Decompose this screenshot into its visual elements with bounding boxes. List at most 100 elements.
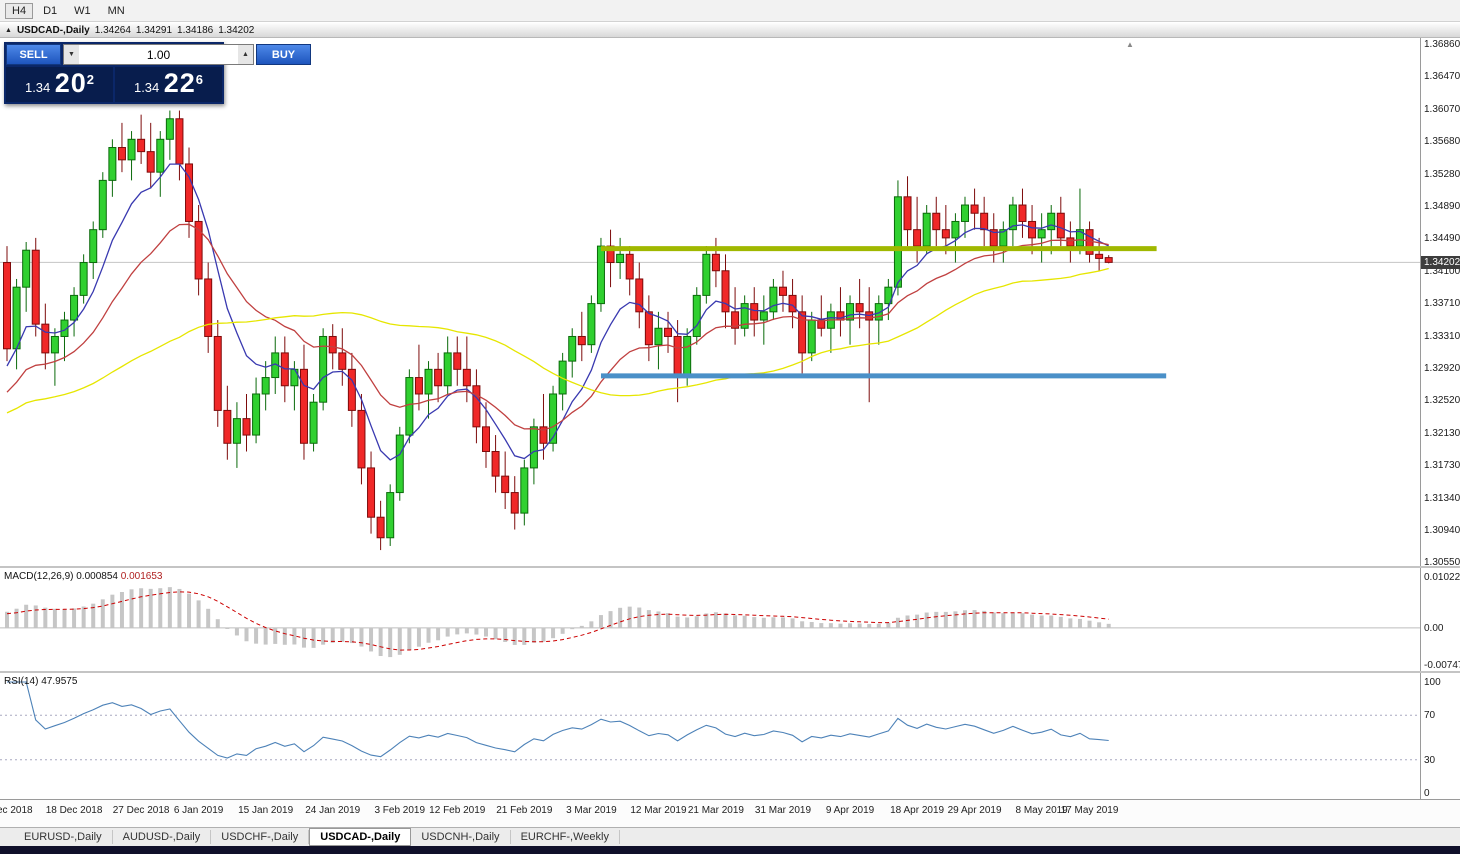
rsi-indicator-label: RSI(14) 47.9575 <box>4 676 77 687</box>
date-axis-label: 9 Apr 2019 <box>825 805 875 816</box>
date-axis-label: 21 Mar 2019 <box>687 805 744 816</box>
ohlc-open: 1.34264 <box>94 24 131 36</box>
collapse-arrow-icon[interactable]: ▲ <box>5 26 12 34</box>
macd-axis-label: 0.010229 <box>1424 572 1460 583</box>
date-axis-label: 18 Apr 2019 <box>890 805 945 816</box>
date-axis-label: 9 Dec 2018 <box>0 805 33 816</box>
price-axis-label: 1.33310 <box>1424 330 1460 342</box>
volume-decrease-icon[interactable]: ▼ <box>64 45 79 64</box>
volume-increase-icon[interactable]: ▲ <box>238 45 253 64</box>
price-axis-label: 1.36070 <box>1424 103 1460 115</box>
price-axis-label: 1.36470 <box>1424 71 1460 83</box>
price-axis-label: 1.35280 <box>1424 168 1460 180</box>
rsi-canvas[interactable] <box>0 674 1420 799</box>
macd-axis-label: -0.007477 <box>1424 660 1460 671</box>
buy-price-base: 1.34 <box>133 80 160 95</box>
buy-price-pips: 22 <box>163 68 196 98</box>
rsi-line <box>7 681 1109 759</box>
price-axis-label: 1.32520 <box>1424 395 1460 407</box>
rsi-value: 47.9575 <box>41 676 78 687</box>
date-axis-label: 3 Feb 2019 <box>374 805 426 816</box>
date-axis-label: 8 May 2019 <box>1015 805 1068 816</box>
date-axis-label: 31 Mar 2019 <box>754 805 812 816</box>
chart-shift-marker-icon[interactable]: ▲ <box>1126 40 1134 49</box>
ma-mid-line <box>6 223 1109 431</box>
price-axis-label: 1.34490 <box>1424 233 1460 245</box>
one-click-trading-panel: SELL ▼ ▲ BUY 1.34 202 1.34 226 <box>4 42 311 104</box>
rsi-title: RSI(14) <box>4 676 39 687</box>
volume-input[interactable] <box>79 45 238 64</box>
rsi-axis-label: 0 <box>1424 788 1430 799</box>
macd-axis-label: 0.00 <box>1424 622 1444 634</box>
price-axis-label: 1.31340 <box>1424 492 1460 504</box>
timeframe-h4[interactable]: H4 <box>5 2 34 19</box>
status-bar <box>0 846 1460 854</box>
date-axis-label: 12 Feb 2019 <box>429 805 486 816</box>
price-axis-label: 1.36860 <box>1424 39 1460 50</box>
rsi-pane-splitter[interactable] <box>0 671 1460 673</box>
price-axis-label: 1.33710 <box>1424 298 1460 310</box>
volume-control: ▼ ▲ <box>63 44 254 65</box>
date-axis-label: 3 Mar 2019 <box>566 805 617 816</box>
chart-symbol-title: USDCAD-,Daily <box>16 24 90 36</box>
chart-title-bar[interactable]: ▲ USDCAD-,Daily 1.34264 1.34291 1.34186 … <box>0 23 1460 38</box>
date-axis-label: 15 Jan 2019 <box>238 805 294 816</box>
macd-value-2: 0.001653 <box>120 571 163 582</box>
date-axis-label: 12 Mar 2019 <box>630 805 687 816</box>
price-axis-label: 1.30550 <box>1424 557 1460 569</box>
macd-canvas[interactable] <box>0 569 1420 671</box>
chart-tab-usdchf[interactable]: USDCHF-,Daily <box>211 830 310 844</box>
candles-group <box>3 110 1113 551</box>
macd-pane-splitter[interactable] <box>0 566 1460 568</box>
macd-value-1: 0.000854 <box>76 571 118 582</box>
ohlc-high: 1.34291 <box>135 24 173 36</box>
rsi-axis-label: 70 <box>1424 710 1436 722</box>
macd-indicator-label: MACD(12,26,9) 0.000854 0.001653 <box>4 571 162 582</box>
price-axis-border <box>1420 38 1421 800</box>
sell-price-fraction: 2 <box>86 71 95 87</box>
price-axis-label: 1.34100 <box>1424 265 1460 277</box>
sell-button[interactable]: SELL <box>6 44 61 65</box>
sell-price-display[interactable]: 1.34 202 <box>6 67 113 102</box>
chart-tab-eurchf[interactable]: EURCHF-,Weekly <box>511 830 620 844</box>
timeframe-mn[interactable]: MN <box>101 3 132 19</box>
price-axis-label: 1.31730 <box>1424 460 1460 472</box>
ohlc-close: 1.34202 <box>218 24 255 36</box>
chart-tab-eurusd[interactable]: EURUSD-,Daily <box>14 830 113 844</box>
timeframe-w1[interactable]: W1 <box>67 3 98 19</box>
ohlc-low: 1.34186 <box>177 24 214 36</box>
date-axis-label: 21 Feb 2019 <box>496 805 553 816</box>
buy-price-fraction: 6 <box>195 71 204 87</box>
buy-button[interactable]: BUY <box>256 44 311 65</box>
date-axis[interactable] <box>0 800 1460 827</box>
buy-price-display[interactable]: 1.34 226 <box>115 67 222 102</box>
macd-histogram <box>5 587 1111 658</box>
date-axis-label: 27 Dec 2018 <box>112 805 170 816</box>
date-axis-label: 18 Dec 2018 <box>45 805 103 816</box>
price-axis-label: 1.30940 <box>1424 525 1460 536</box>
date-axis-label: 29 Apr 2019 <box>947 805 1002 816</box>
ma-fast-line <box>6 163 1109 461</box>
price-chart-canvas[interactable] <box>0 38 1420 566</box>
macd-title: MACD(12,26,9) <box>4 571 74 582</box>
macd-signal-line <box>6 591 1109 651</box>
timeframe-d1[interactable]: D1 <box>36 3 64 19</box>
price-axis-label: 1.34890 <box>1424 201 1460 212</box>
rsi-axis-label: 30 <box>1424 754 1436 766</box>
date-axis-label: 24 Jan 2019 <box>305 805 361 816</box>
price-axis-label: 1.32130 <box>1424 427 1460 439</box>
date-axis-label: 17 May 2019 <box>1060 805 1119 816</box>
price-axis-label: 1.35680 <box>1424 136 1460 148</box>
date-axis-border <box>0 799 1460 800</box>
timeframe-toolbar: H4 D1 W1 MN <box>0 0 1460 22</box>
price-axis-label: 1.32920 <box>1424 363 1460 374</box>
chart-tab-usdcnh[interactable]: USDCNH-,Daily <box>411 830 511 844</box>
chart-tab-audusd[interactable]: AUDUSD-,Daily <box>113 830 212 844</box>
current-price-tag: 1.34202 <box>1421 255 1460 269</box>
ma-slow-line <box>6 267 1109 414</box>
sell-price-pips: 20 <box>54 68 87 98</box>
sell-price-base: 1.34 <box>24 80 51 95</box>
rsi-axis-label: 100 <box>1424 677 1441 688</box>
chart-tab-usdcad[interactable]: USDCAD-,Daily <box>309 828 412 846</box>
